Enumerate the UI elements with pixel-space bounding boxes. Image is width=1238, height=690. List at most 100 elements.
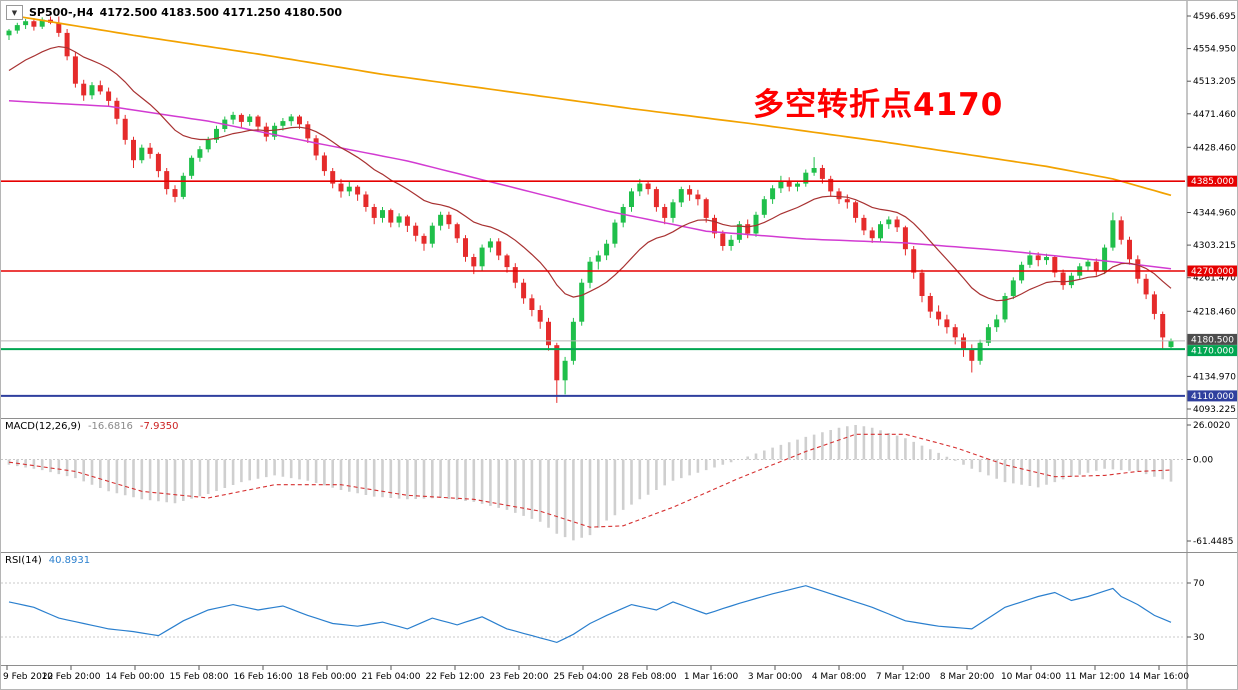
candle-body	[164, 171, 170, 190]
macd-axis-label: 26.0020	[1193, 421, 1230, 431]
candle-body	[288, 116, 294, 122]
time-axis-label: 14 Mar 16:00	[1129, 672, 1189, 682]
macd-main-value: -16.6816	[87, 421, 133, 432]
rsi-value: 40.8931	[48, 555, 91, 566]
candle-body	[14, 25, 20, 31]
price-badge-4270.000	[1187, 265, 1237, 277]
candle-body	[1143, 278, 1149, 295]
time-axis-label: 10 Mar 04:00	[1001, 672, 1061, 682]
macd-axis-label: -61.4485	[1193, 537, 1233, 547]
candle-body	[247, 116, 253, 122]
price-axis-label: 4471.460	[1193, 110, 1236, 120]
candle-body	[562, 360, 568, 381]
candle-body	[31, 21, 37, 27]
candle-body	[786, 180, 792, 187]
candle-body	[1168, 340, 1174, 348]
candle-body	[197, 149, 203, 158]
price-axis[interactable]: 4596.695 4554.950 4513.205 4471.460 4428.460…	[1186, 1, 1238, 690]
candle-body	[1044, 257, 1049, 261]
candle-body	[330, 171, 336, 184]
candle-body	[803, 172, 809, 184]
chart-dropdown-button[interactable]: ▼	[6, 5, 23, 20]
candle-body	[404, 216, 410, 226]
candle-body	[131, 139, 136, 161]
candle-body	[579, 282, 585, 322]
price-axis-label: 4218.460	[1193, 307, 1236, 317]
level-lines	[1, 180, 1185, 397]
candle-body	[1060, 272, 1066, 286]
candle-body	[902, 227, 908, 250]
candle-body	[114, 100, 120, 119]
candle-body	[155, 153, 161, 172]
candle-body	[629, 191, 634, 207]
chevron-down-icon: ▼	[11, 8, 18, 17]
candle-body	[363, 194, 369, 207]
candle-body	[1002, 296, 1008, 320]
candle-body	[6, 30, 12, 36]
price-badge-4385.000	[1187, 175, 1237, 187]
candle-body	[612, 222, 618, 244]
time-axis-label: 23 Feb 20:00	[489, 672, 548, 682]
candle-body	[1019, 264, 1025, 281]
macd-signal-line	[8, 433, 1172, 528]
time-axis-label: 8 Mar 20:00	[940, 672, 995, 682]
candle-body	[537, 310, 543, 322]
candle-body	[894, 219, 900, 228]
candle-body	[961, 337, 966, 350]
rsi-indicator-label: RSI(14) 40.8931	[5, 555, 90, 566]
price-badge-label: 4110.000	[1191, 392, 1234, 402]
candle-body	[1110, 220, 1116, 248]
ohlc-values: 4172.500 4183.500 4171.250 4180.500	[99, 6, 343, 19]
rsi-axis-label: 30	[1193, 633, 1205, 643]
candle-body	[504, 255, 510, 268]
candle-body	[479, 247, 485, 267]
candle-body	[413, 225, 419, 236]
candle-body	[1010, 280, 1016, 296]
candle-body	[753, 214, 759, 234]
price-badge-label: 4170.000	[1191, 347, 1234, 357]
candle-body	[778, 180, 784, 189]
price-badge-4110.000	[1187, 390, 1237, 402]
candle-body	[595, 255, 601, 262]
candle-body	[39, 19, 45, 27]
chart-annotation-text: 多空转折点4170	[753, 87, 1004, 123]
candle-body	[1127, 239, 1132, 260]
candle-body	[720, 233, 726, 246]
candle-body	[122, 118, 128, 140]
candle-body	[1093, 261, 1099, 272]
time-axis-label: 7 Mar 12:00	[876, 672, 931, 682]
candle-body	[952, 327, 958, 338]
candle-body	[1035, 255, 1041, 261]
candle-body	[761, 199, 767, 215]
candle-body	[388, 210, 394, 223]
candle-body	[770, 188, 776, 200]
candle-body	[521, 282, 527, 299]
candle-body	[795, 183, 800, 187]
candle-body	[819, 168, 825, 179]
time-axis-label: 18 Feb 00:00	[297, 672, 356, 682]
candle-body	[911, 249, 917, 273]
candle-body	[828, 178, 834, 192]
candle-body	[1085, 261, 1091, 267]
candle-body	[869, 230, 875, 239]
candle-body	[263, 126, 269, 137]
candle-body	[985, 327, 991, 343]
rsi-name: RSI(14)	[5, 555, 42, 566]
macd-panel[interactable]	[1, 425, 1185, 541]
ma-mid-line	[8, 100, 1172, 270]
candle-body	[587, 261, 593, 283]
rsi-panel[interactable]	[1, 582, 1185, 644]
candle-body	[205, 139, 211, 150]
candle-body	[1151, 294, 1157, 314]
candle-body	[554, 345, 560, 381]
candles-layer[interactable]	[6, 16, 1174, 403]
candle-body	[853, 202, 859, 218]
price-axis-label: 4513.205	[1193, 77, 1236, 87]
candle-body	[944, 319, 950, 328]
candle-body	[321, 155, 327, 172]
candle-body	[662, 207, 668, 218]
price-badge-4170.000	[1187, 345, 1237, 357]
candle-body	[703, 199, 709, 218]
